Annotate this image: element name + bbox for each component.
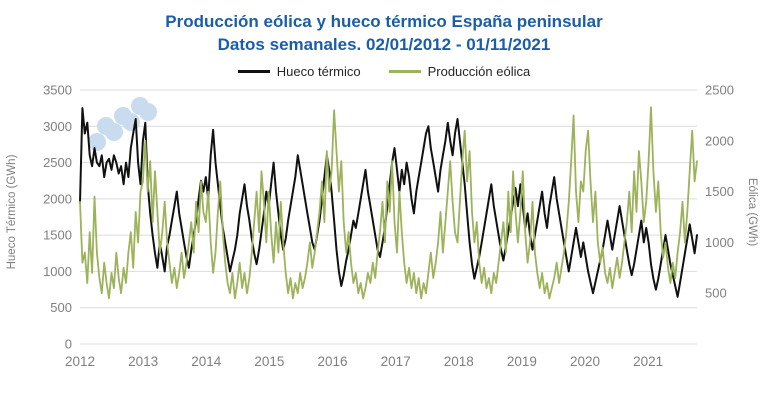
series-line-produccion-eolica	[79, 106, 698, 300]
legend-swatch-produccion-eolica	[388, 69, 421, 73]
y-tick-label-left: 2000	[43, 191, 72, 206]
x-tick-label: 2016	[317, 354, 347, 369]
legend-label-produccion-eolica: Producción eólica	[427, 63, 531, 79]
y-tick-label-left: 1500	[43, 228, 72, 243]
y-tick-label-left: 2500	[43, 155, 72, 170]
chart-canvas: 0 500 1000 1500 2000 2500 3000 3500 500 1000 1500 2…	[43, 83, 734, 370]
y-tick-label-left: 3500	[43, 83, 72, 98]
x-tick-label: 2021	[633, 354, 663, 369]
y-tick-label-right: 2000	[705, 133, 734, 148]
y-tick-label-left: 0	[65, 337, 72, 352]
y-tick-label-left: 3000	[43, 119, 72, 134]
legend-item-produccion-eolica: Producción eólica	[388, 63, 531, 79]
x-tick-label: 2019	[507, 354, 537, 369]
chart-subtitle: Datos semanales. 02/01/2012 - 01/11/2021	[217, 35, 551, 54]
logo-dot-icon	[114, 107, 132, 125]
chart-legend: Hueco térmico Producción eólica	[0, 62, 768, 80]
y-axis-title-right: Eólica (GWh)	[746, 177, 758, 247]
x-tick-label: 2015	[254, 354, 284, 369]
x-tick-label: 2014	[191, 354, 222, 369]
logo-dot-icon	[131, 97, 149, 115]
x-tick-label: 2020	[570, 354, 600, 369]
legend-swatch-hueco-termico	[237, 69, 270, 73]
logo-dot-icon	[97, 117, 115, 135]
x-tick-label: 2018	[444, 354, 474, 369]
y-axis-title-left: Hueco Térmico (GWh)	[6, 154, 18, 270]
y-tick-label-left: 1000	[43, 264, 72, 279]
x-tick-label: 2013	[128, 354, 158, 369]
chart-area: Hueco Térmico (GWh) Eólica (GWh) 0 500 100…	[0, 82, 768, 384]
chart-title: Producción eólica y hueco térmico España…	[165, 12, 603, 31]
x-tick-label: 2012	[65, 354, 95, 369]
legend-label-hueco-termico: Hueco térmico	[276, 63, 361, 79]
y-tick-label-right: 2500	[705, 83, 734, 98]
y-tick-label-right: 500	[705, 286, 727, 301]
logo-dot-icon	[88, 133, 106, 151]
legend-item-hueco-termico: Hueco térmico	[237, 63, 361, 79]
x-tick-label: 2017	[381, 354, 411, 369]
y-tick-label-right: 1500	[705, 184, 734, 199]
y-tick-label-right: 1000	[705, 235, 734, 250]
chart-title-block: Producción eólica y hueco térmico España…	[0, 0, 768, 56]
y-tick-label-left: 500	[50, 300, 72, 315]
